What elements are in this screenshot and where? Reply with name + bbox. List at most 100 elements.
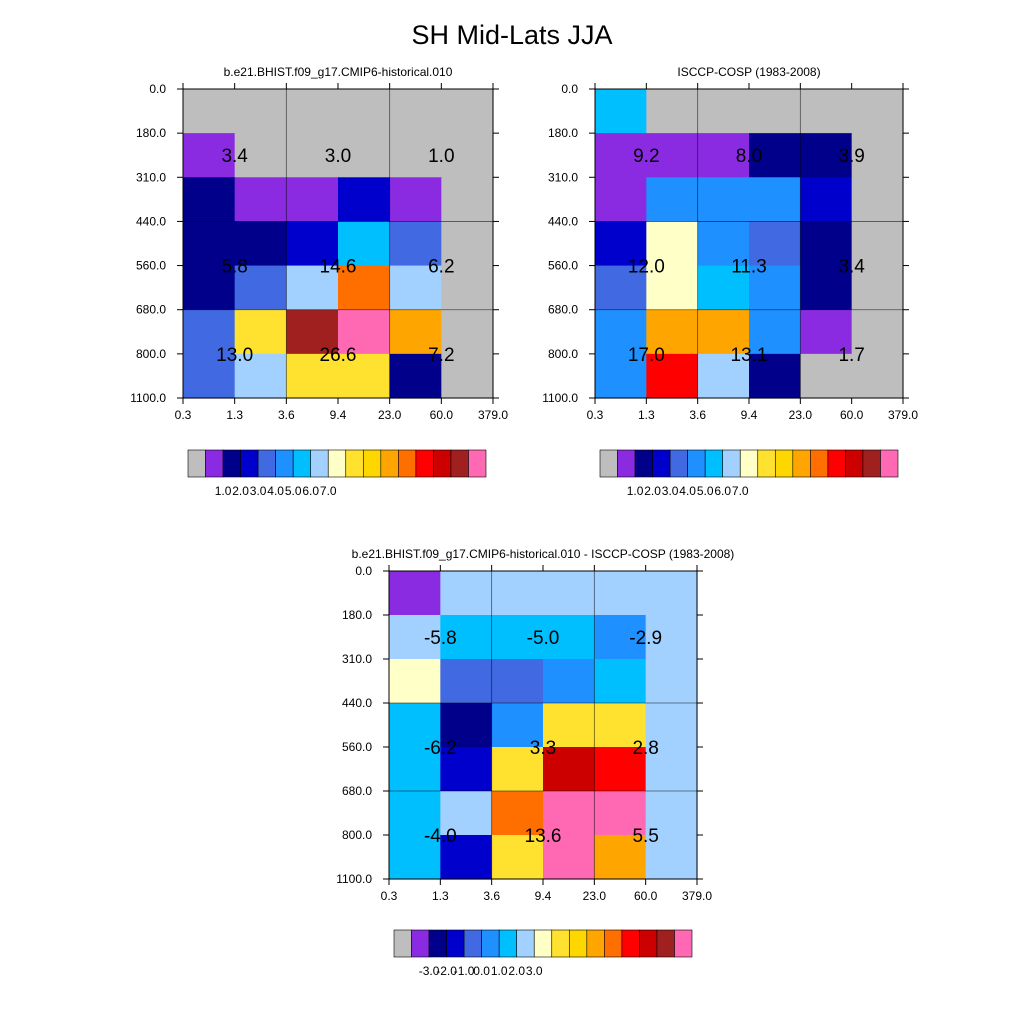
data-label: 12.0 bbox=[628, 257, 665, 278]
heatmap-cell bbox=[441, 309, 494, 355]
y-tick-label: 310.0 bbox=[342, 652, 372, 666]
heatmap-cell bbox=[286, 221, 339, 267]
heatmap-cell bbox=[234, 89, 287, 134]
heatmap-cell bbox=[491, 747, 544, 792]
heatmap-cell bbox=[338, 133, 391, 178]
x-tick-label: 379.0 bbox=[888, 408, 918, 422]
data-label: 13.1 bbox=[731, 345, 768, 366]
colorbar: 1.0 2.0 3.0 4.0 5.0 6.0 7.0 bbox=[599, 449, 899, 498]
heatmap-cell bbox=[286, 133, 339, 178]
heatmap-cell bbox=[594, 835, 647, 880]
colorbar-swatch bbox=[310, 449, 329, 478]
y-tick-label: 0.0 bbox=[355, 564, 372, 578]
colorbar-swatch bbox=[345, 449, 364, 478]
heatmap-cell bbox=[594, 791, 647, 836]
colorbar-swatch bbox=[468, 449, 487, 478]
colorbar-label: -2.0 bbox=[436, 964, 457, 978]
heatmap-cell bbox=[646, 265, 699, 311]
data-label: 3.4 bbox=[221, 146, 248, 167]
heatmap-cell bbox=[749, 89, 801, 134]
heatmap-cell bbox=[697, 133, 750, 178]
heatmap-cell bbox=[286, 353, 339, 399]
heatmap-cell bbox=[646, 133, 699, 178]
heatmap-cell bbox=[697, 265, 750, 311]
heatmap-cell bbox=[389, 703, 441, 748]
colorbar-swatch bbox=[398, 449, 417, 478]
heatmap-cell bbox=[389, 133, 442, 178]
heatmap-cell bbox=[440, 835, 493, 880]
y-tick-label: 680.0 bbox=[342, 784, 372, 798]
data-label: 6.2 bbox=[428, 257, 454, 278]
x-tick-label: 379.0 bbox=[478, 408, 508, 422]
heatmap-cell bbox=[440, 615, 493, 660]
heatmap-cell bbox=[645, 703, 698, 748]
y-tick-label: 440.0 bbox=[548, 214, 578, 228]
y-tick-label: 680.0 bbox=[548, 303, 578, 317]
heatmap-cell bbox=[441, 221, 494, 267]
heatmap-cell bbox=[543, 571, 595, 616]
heatmap-cell bbox=[697, 177, 750, 223]
y-tick-label: 180.0 bbox=[342, 608, 372, 622]
heatmap-cell bbox=[234, 309, 287, 355]
heatmap-cell bbox=[491, 659, 544, 704]
x-tick-label: 60.0 bbox=[840, 408, 864, 422]
x-tick-label: 9.4 bbox=[741, 408, 758, 422]
data-label: 1.0 bbox=[428, 146, 454, 167]
heatmap-cell bbox=[749, 221, 801, 267]
y-tick-label: 800.0 bbox=[342, 828, 372, 842]
heatmap-cell bbox=[286, 265, 339, 311]
heatmap-cell bbox=[338, 221, 391, 267]
heatmap-cell bbox=[491, 703, 544, 748]
colorbar-label: 7.0 bbox=[320, 484, 337, 498]
heatmap-cell bbox=[851, 177, 904, 223]
y-tick-label: 440.0 bbox=[136, 214, 166, 228]
colorbar-swatch bbox=[433, 449, 452, 478]
colorbar-label: 1.0 bbox=[215, 484, 232, 498]
data-label: 7.2 bbox=[428, 345, 454, 366]
heatmap-cell bbox=[491, 835, 544, 880]
x-tick-label: 0.3 bbox=[381, 889, 398, 903]
heatmap-cell bbox=[543, 659, 595, 704]
heatmap-cell bbox=[800, 133, 853, 178]
heatmap-cell bbox=[286, 89, 339, 134]
colorbar-swatch bbox=[205, 449, 224, 478]
y-tick-label: 1100.0 bbox=[336, 872, 372, 886]
heatmap-cell bbox=[646, 89, 699, 134]
heatmap-cell bbox=[645, 615, 698, 660]
y-tick-label: 1100.0 bbox=[130, 391, 166, 405]
colorbar-swatch bbox=[792, 449, 811, 478]
data-label: 5.8 bbox=[221, 257, 247, 278]
heatmap-cell bbox=[800, 221, 853, 267]
x-tick-label: 3.6 bbox=[483, 889, 500, 903]
colorbar-swatch bbox=[292, 449, 312, 478]
page-title: SH Mid-Lats JJA bbox=[411, 20, 613, 50]
colorbar-swatch bbox=[704, 449, 724, 478]
heatmap-cell bbox=[389, 89, 442, 134]
heatmap-cell bbox=[749, 353, 801, 399]
colorbar-swatch bbox=[463, 929, 482, 958]
colorbar-swatch bbox=[880, 449, 899, 478]
colorbar-label: 2.0 bbox=[644, 484, 661, 498]
heatmap-cell bbox=[183, 221, 236, 267]
data-label: 3.4 bbox=[838, 257, 865, 278]
heatmap-cell bbox=[389, 747, 441, 792]
heatmap-cell bbox=[491, 571, 544, 616]
heatmap-cell bbox=[594, 747, 647, 792]
heatmap-cell bbox=[645, 835, 698, 880]
colorbar-swatch bbox=[257, 449, 276, 478]
colorbar-swatch bbox=[739, 449, 759, 478]
heatmap-cell bbox=[749, 309, 801, 355]
colorbar-label: 2.0 bbox=[232, 484, 249, 498]
x-tick-label: 3.6 bbox=[278, 408, 295, 422]
heatmap-cell bbox=[389, 221, 442, 267]
colorbar-label: -1.0 bbox=[454, 964, 475, 978]
x-tick-label: 0.3 bbox=[587, 408, 604, 422]
heatmap-panel-2: 0.3 1.3 3.6 9.4 23.0 60.0 379.0 0.0 180.0 310.0 44… bbox=[542, 65, 918, 498]
data-label: 14.6 bbox=[320, 257, 357, 278]
y-tick-label: 680.0 bbox=[136, 303, 166, 317]
colorbar-swatch bbox=[393, 929, 412, 958]
colorbar-swatch bbox=[652, 449, 671, 478]
data-label: -6.2 bbox=[424, 738, 457, 759]
